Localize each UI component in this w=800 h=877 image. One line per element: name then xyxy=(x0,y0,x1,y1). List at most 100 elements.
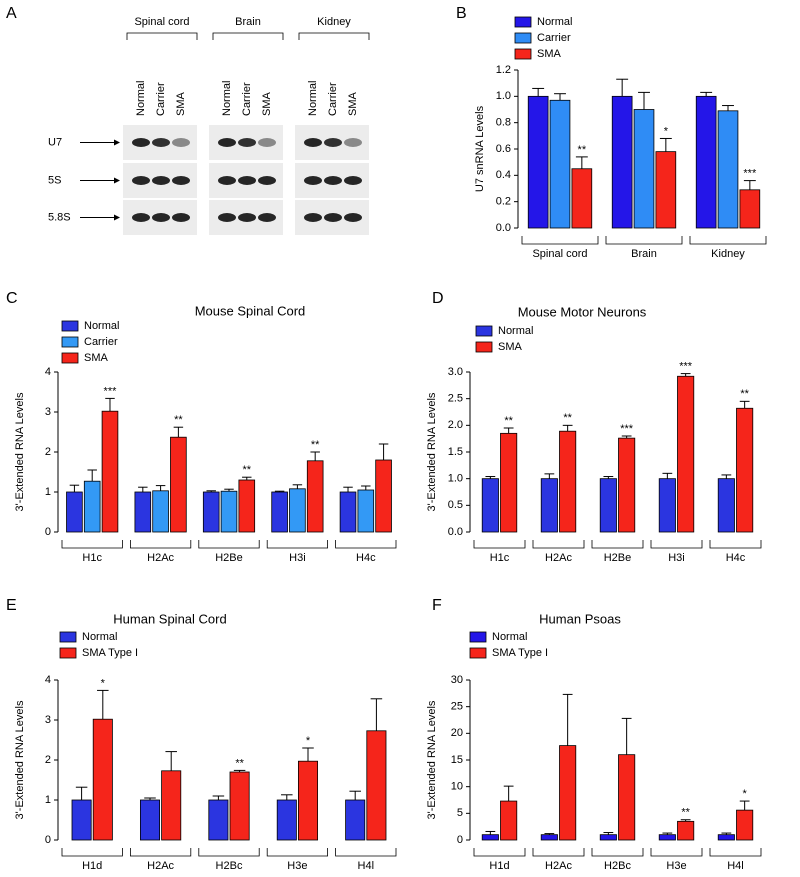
tissue-label: Spinal cord xyxy=(134,16,189,28)
lane-label: Normal xyxy=(221,81,233,116)
y-tick-label: 20 xyxy=(451,727,463,739)
bar xyxy=(66,491,83,533)
legend-label: SMA xyxy=(537,48,562,60)
category-bracket xyxy=(689,236,767,245)
row-arrowhead xyxy=(114,214,120,221)
bar xyxy=(655,151,677,229)
category-bracket xyxy=(521,236,599,245)
bar xyxy=(271,491,288,533)
x-tick-label: H2Be xyxy=(604,552,632,564)
y-tick-label: 5 xyxy=(457,807,463,819)
blot-band xyxy=(238,138,256,147)
category-bracket xyxy=(198,540,260,549)
bar xyxy=(134,491,152,533)
legend-label: Normal xyxy=(537,16,572,28)
y-axis-label: U7 snRNA Levels xyxy=(474,105,486,192)
blot-band xyxy=(344,213,362,222)
x-tick-label: H1c xyxy=(490,552,510,564)
y-tick-label: 0 xyxy=(457,834,463,846)
blot-band xyxy=(258,138,276,147)
panel-letter: A xyxy=(6,5,17,22)
tissue-label: Kidney xyxy=(317,16,351,28)
row-label: U7 xyxy=(48,136,62,148)
y-tick-label: 3 xyxy=(45,714,51,726)
bar xyxy=(559,745,577,841)
tissue-bracket xyxy=(126,32,198,40)
bar xyxy=(500,432,518,533)
chart-title: Human Spinal Cord xyxy=(113,611,226,626)
bar xyxy=(717,110,739,229)
blot-band xyxy=(304,176,322,185)
bar xyxy=(481,478,499,533)
legend-swatch xyxy=(61,320,79,332)
bar xyxy=(276,799,297,841)
y-tick-label: 1.5 xyxy=(448,446,463,458)
x-tick-label: H4c xyxy=(726,552,746,564)
blot-band xyxy=(152,176,170,185)
y-tick-label: 3 xyxy=(45,406,51,418)
bar xyxy=(599,834,617,841)
significance-label: *** xyxy=(104,385,118,397)
legend-label: SMA xyxy=(498,341,523,353)
bar xyxy=(357,489,375,533)
category-bracket xyxy=(266,540,328,549)
y-tick-label: 0.8 xyxy=(496,117,511,129)
lane-label: Carrier xyxy=(327,82,339,116)
y-tick-label: 2.0 xyxy=(448,419,463,431)
lane-label: Normal xyxy=(135,81,147,116)
y-tick-label: 0.0 xyxy=(448,526,463,538)
y-axis-label: 3'-Extended RNA Levels xyxy=(14,700,26,819)
legend-swatch xyxy=(61,352,79,364)
legend-swatch xyxy=(469,647,487,659)
blot-band xyxy=(324,138,342,147)
x-tick-label: H1d xyxy=(489,860,509,872)
x-tick-label: H4l xyxy=(358,860,375,872)
significance-label: ** xyxy=(563,412,572,424)
y-tick-label: 0.6 xyxy=(496,143,511,155)
y-tick-label: 2 xyxy=(45,754,51,766)
panel-letter: F xyxy=(432,597,442,614)
significance-label: ** xyxy=(235,757,244,769)
legend-label: Normal xyxy=(84,320,119,332)
bar xyxy=(618,754,636,841)
lane-label: SMA xyxy=(347,92,359,117)
category-bracket xyxy=(532,540,585,549)
blot-band xyxy=(152,213,170,222)
x-tick-label: Brain xyxy=(631,248,657,260)
category-bracket xyxy=(605,236,683,245)
bar xyxy=(549,99,571,229)
blot-band xyxy=(218,138,236,147)
blot-band xyxy=(344,176,362,185)
bar xyxy=(677,820,695,841)
bar xyxy=(739,189,761,229)
x-tick-label: H3i xyxy=(668,552,685,564)
bar xyxy=(83,480,101,533)
legend-label: SMA Type I xyxy=(492,647,548,659)
y-tick-label: 1.2 xyxy=(496,64,511,76)
x-tick-label: H1c xyxy=(82,552,102,564)
significance-label: * xyxy=(664,125,669,137)
y-tick-label: 1 xyxy=(45,486,51,498)
significance-label: *** xyxy=(620,423,634,435)
bar xyxy=(527,95,549,229)
tissue-bracket xyxy=(298,32,370,40)
bar xyxy=(71,799,92,841)
x-tick-label: H3e xyxy=(287,860,307,872)
y-tick-label: 25 xyxy=(451,701,463,713)
bar xyxy=(229,771,250,841)
legend-swatch xyxy=(61,336,79,348)
significance-label: ** xyxy=(681,807,690,819)
chart-title: Mouse Spinal Cord xyxy=(195,303,306,318)
category-bracket xyxy=(61,540,123,549)
x-tick-label: H1d xyxy=(82,860,102,872)
tissue-bracket xyxy=(212,32,284,40)
blot-band xyxy=(218,176,236,185)
bar xyxy=(500,800,518,841)
x-tick-label: H2Bc xyxy=(604,860,631,872)
significance-label: ** xyxy=(311,439,320,451)
y-tick-label: 0 xyxy=(45,526,51,538)
bar xyxy=(220,490,238,533)
row-label: 5S xyxy=(48,174,61,186)
blot-band xyxy=(152,138,170,147)
x-tick-label: H4l xyxy=(727,860,744,872)
